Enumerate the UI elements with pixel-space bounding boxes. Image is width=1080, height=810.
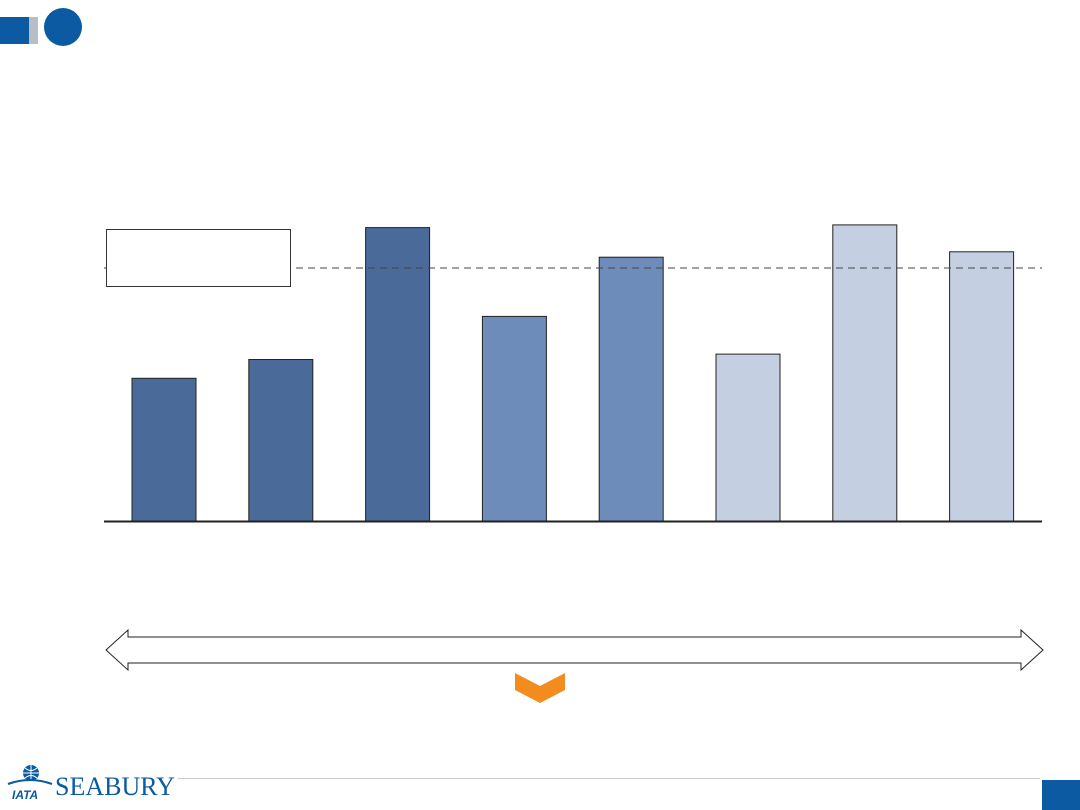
span-arrow bbox=[105, 628, 1044, 672]
page-number bbox=[1042, 780, 1080, 810]
bar-2 bbox=[248, 359, 314, 522]
legend-box bbox=[106, 229, 291, 287]
chevron-down-icon bbox=[515, 673, 565, 703]
bar-7 bbox=[832, 224, 898, 522]
bar-5 bbox=[598, 256, 664, 522]
logo-sub: IATA bbox=[12, 788, 38, 802]
bar-4 bbox=[481, 315, 547, 522]
logo-text: SEABURY bbox=[55, 772, 175, 801]
bars-group bbox=[131, 224, 1015, 522]
bar-6 bbox=[715, 353, 781, 522]
bar-1 bbox=[131, 377, 197, 522]
header-square bbox=[0, 17, 29, 44]
footer-line bbox=[178, 778, 1040, 779]
bar-3 bbox=[365, 227, 431, 522]
header-circle bbox=[44, 8, 82, 46]
header-bar bbox=[29, 17, 38, 44]
seabury-logo: IATA SEABURY bbox=[7, 765, 175, 802]
bar-8 bbox=[949, 251, 1015, 522]
